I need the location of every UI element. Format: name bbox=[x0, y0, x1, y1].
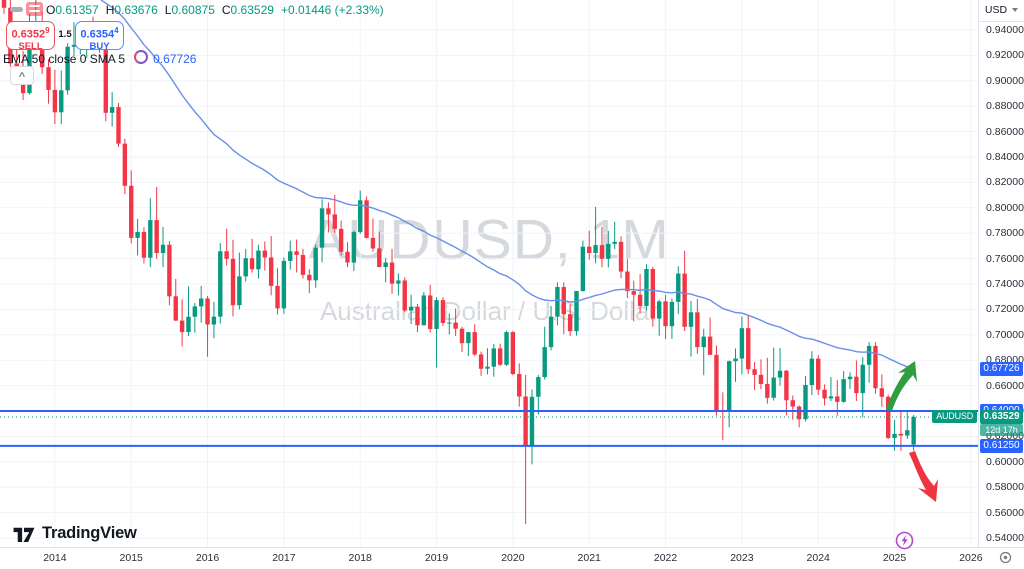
sell-label: SELL bbox=[18, 40, 43, 52]
tradingview-wordmark: TradingView bbox=[42, 524, 137, 542]
price-tick-label: 0.94000 bbox=[986, 24, 1024, 36]
close-value: 0.63529 bbox=[230, 3, 274, 17]
tradingview-mark-icon bbox=[13, 527, 35, 543]
currency-label: USD bbox=[984, 4, 1008, 16]
loading-spinner-icon bbox=[134, 50, 149, 64]
price-tick-label: 0.70000 bbox=[986, 328, 1024, 341]
buy-button[interactable]: 0.63544 BUY bbox=[75, 21, 124, 52]
year-tick-label: 2014 bbox=[43, 552, 67, 564]
level-axis-label[interactable]: 0.61250 bbox=[980, 438, 1023, 453]
current-price-axis-label[interactable]: 0.63529 bbox=[980, 409, 1023, 424]
symbol-price-line-label: AUDUSD bbox=[932, 410, 977, 424]
year-tick-label: 2022 bbox=[653, 552, 678, 564]
price-tick-label: 0.86000 bbox=[986, 125, 1024, 138]
price-tick-label: 0.82000 bbox=[986, 176, 1024, 189]
price-tick-label: 0.72000 bbox=[986, 303, 1024, 316]
year-tick-label: 2020 bbox=[501, 552, 525, 564]
chevron-down-icon bbox=[1012, 8, 1019, 12]
price-tick-label: 0.78000 bbox=[986, 227, 1024, 240]
ohlc-values-row: O0.61357 H0.63676 L0.60875 C0.63529 +0.01446… bbox=[46, 3, 391, 17]
candlestick-chart[interactable] bbox=[0, 0, 978, 547]
grid-lines bbox=[0, 0, 978, 547]
price-tick-label: 0.84000 bbox=[986, 151, 1024, 163]
price-tick-label: 0.90000 bbox=[986, 74, 1024, 87]
axis-settings-gear-icon[interactable] bbox=[999, 551, 1012, 564]
year-tick-label: 2025 bbox=[882, 552, 907, 564]
time-axis[interactable]: 2014 2015 2016 2017 2018 2019 2020 2021 2022 2023… bbox=[0, 547, 1024, 568]
close-label: C bbox=[221, 3, 231, 17]
ema-line[interactable] bbox=[4, 0, 914, 370]
price-tick-label: 0.60000 bbox=[986, 455, 1024, 468]
year-tick-label: 2018 bbox=[348, 552, 372, 564]
indicator-legend-row[interactable]: EMA 50 close 0 SMA 5 0.67726 bbox=[3, 50, 196, 66]
waves-icon[interactable] bbox=[26, 2, 43, 16]
year-tick-label: 2021 bbox=[577, 552, 601, 564]
buy-label: BUY bbox=[89, 40, 110, 52]
open-label: O bbox=[46, 3, 56, 17]
lightning-event-icon[interactable] bbox=[895, 531, 914, 550]
price-tick-label: 0.66000 bbox=[986, 379, 1024, 392]
year-tick-label: 2024 bbox=[806, 552, 830, 564]
year-tick-label: 2017 bbox=[272, 552, 296, 564]
year-tick-label: 2015 bbox=[119, 552, 143, 564]
high-value: 0.63676 bbox=[114, 3, 158, 17]
price-tick-label: 0.54000 bbox=[986, 532, 1024, 544]
price-tick-label: 0.58000 bbox=[986, 481, 1024, 494]
chart-plot-area[interactable]: AUDUSD, 1M Australian Dollar / U.S. Doll… bbox=[0, 0, 978, 547]
price-tick-label: 0.74000 bbox=[986, 278, 1024, 290]
price-tick-label: 0.76000 bbox=[986, 252, 1024, 265]
sell-button[interactable]: 0.63529 SELL bbox=[6, 21, 55, 52]
indicator-value: 0.67726 bbox=[153, 52, 197, 66]
change-value: +0.01446 (+2.33%) bbox=[280, 3, 384, 17]
low-label: L bbox=[164, 3, 172, 17]
high-label: H bbox=[105, 3, 115, 17]
buy-price: 0.63544 bbox=[80, 26, 119, 41]
candlestick-series bbox=[1, 0, 916, 525]
price-axis[interactable]: USD 0.94000 0.92000 0.90000 0.88000 0.86000 0… bbox=[978, 0, 1024, 547]
indicator-title: EMA 50 close 0 SMA 5 bbox=[3, 52, 126, 66]
spread-value: 1.5 bbox=[58, 29, 72, 40]
minus-icon[interactable] bbox=[10, 7, 23, 12]
sell-price: 0.63529 bbox=[11, 26, 50, 41]
ema-value-axis-label[interactable]: 0.67726 bbox=[980, 361, 1023, 376]
year-tick-label: 2023 bbox=[730, 552, 754, 564]
price-tick-label: 0.92000 bbox=[986, 49, 1024, 62]
year-tick-label: 2019 bbox=[424, 552, 449, 564]
year-tick-label: 2016 bbox=[195, 552, 220, 564]
bar-countdown-label[interactable]: 12d 17h bbox=[980, 423, 1023, 436]
price-tick-label: 0.88000 bbox=[986, 100, 1024, 113]
drawing-arrow-down[interactable] bbox=[909, 451, 938, 502]
collapse-legend-button[interactable] bbox=[10, 66, 34, 85]
price-tick-label: 0.80000 bbox=[986, 201, 1024, 214]
low-value: 0.60875 bbox=[171, 3, 215, 17]
open-value: 0.61357 bbox=[55, 3, 99, 17]
tradingview-logo[interactable]: TradingView bbox=[13, 524, 137, 543]
currency-selector[interactable]: USD bbox=[979, 0, 1024, 22]
price-tick-label: 0.56000 bbox=[986, 506, 1024, 519]
year-tick-label: 2026 bbox=[959, 552, 983, 564]
drawing-arrow-up[interactable] bbox=[886, 361, 917, 411]
